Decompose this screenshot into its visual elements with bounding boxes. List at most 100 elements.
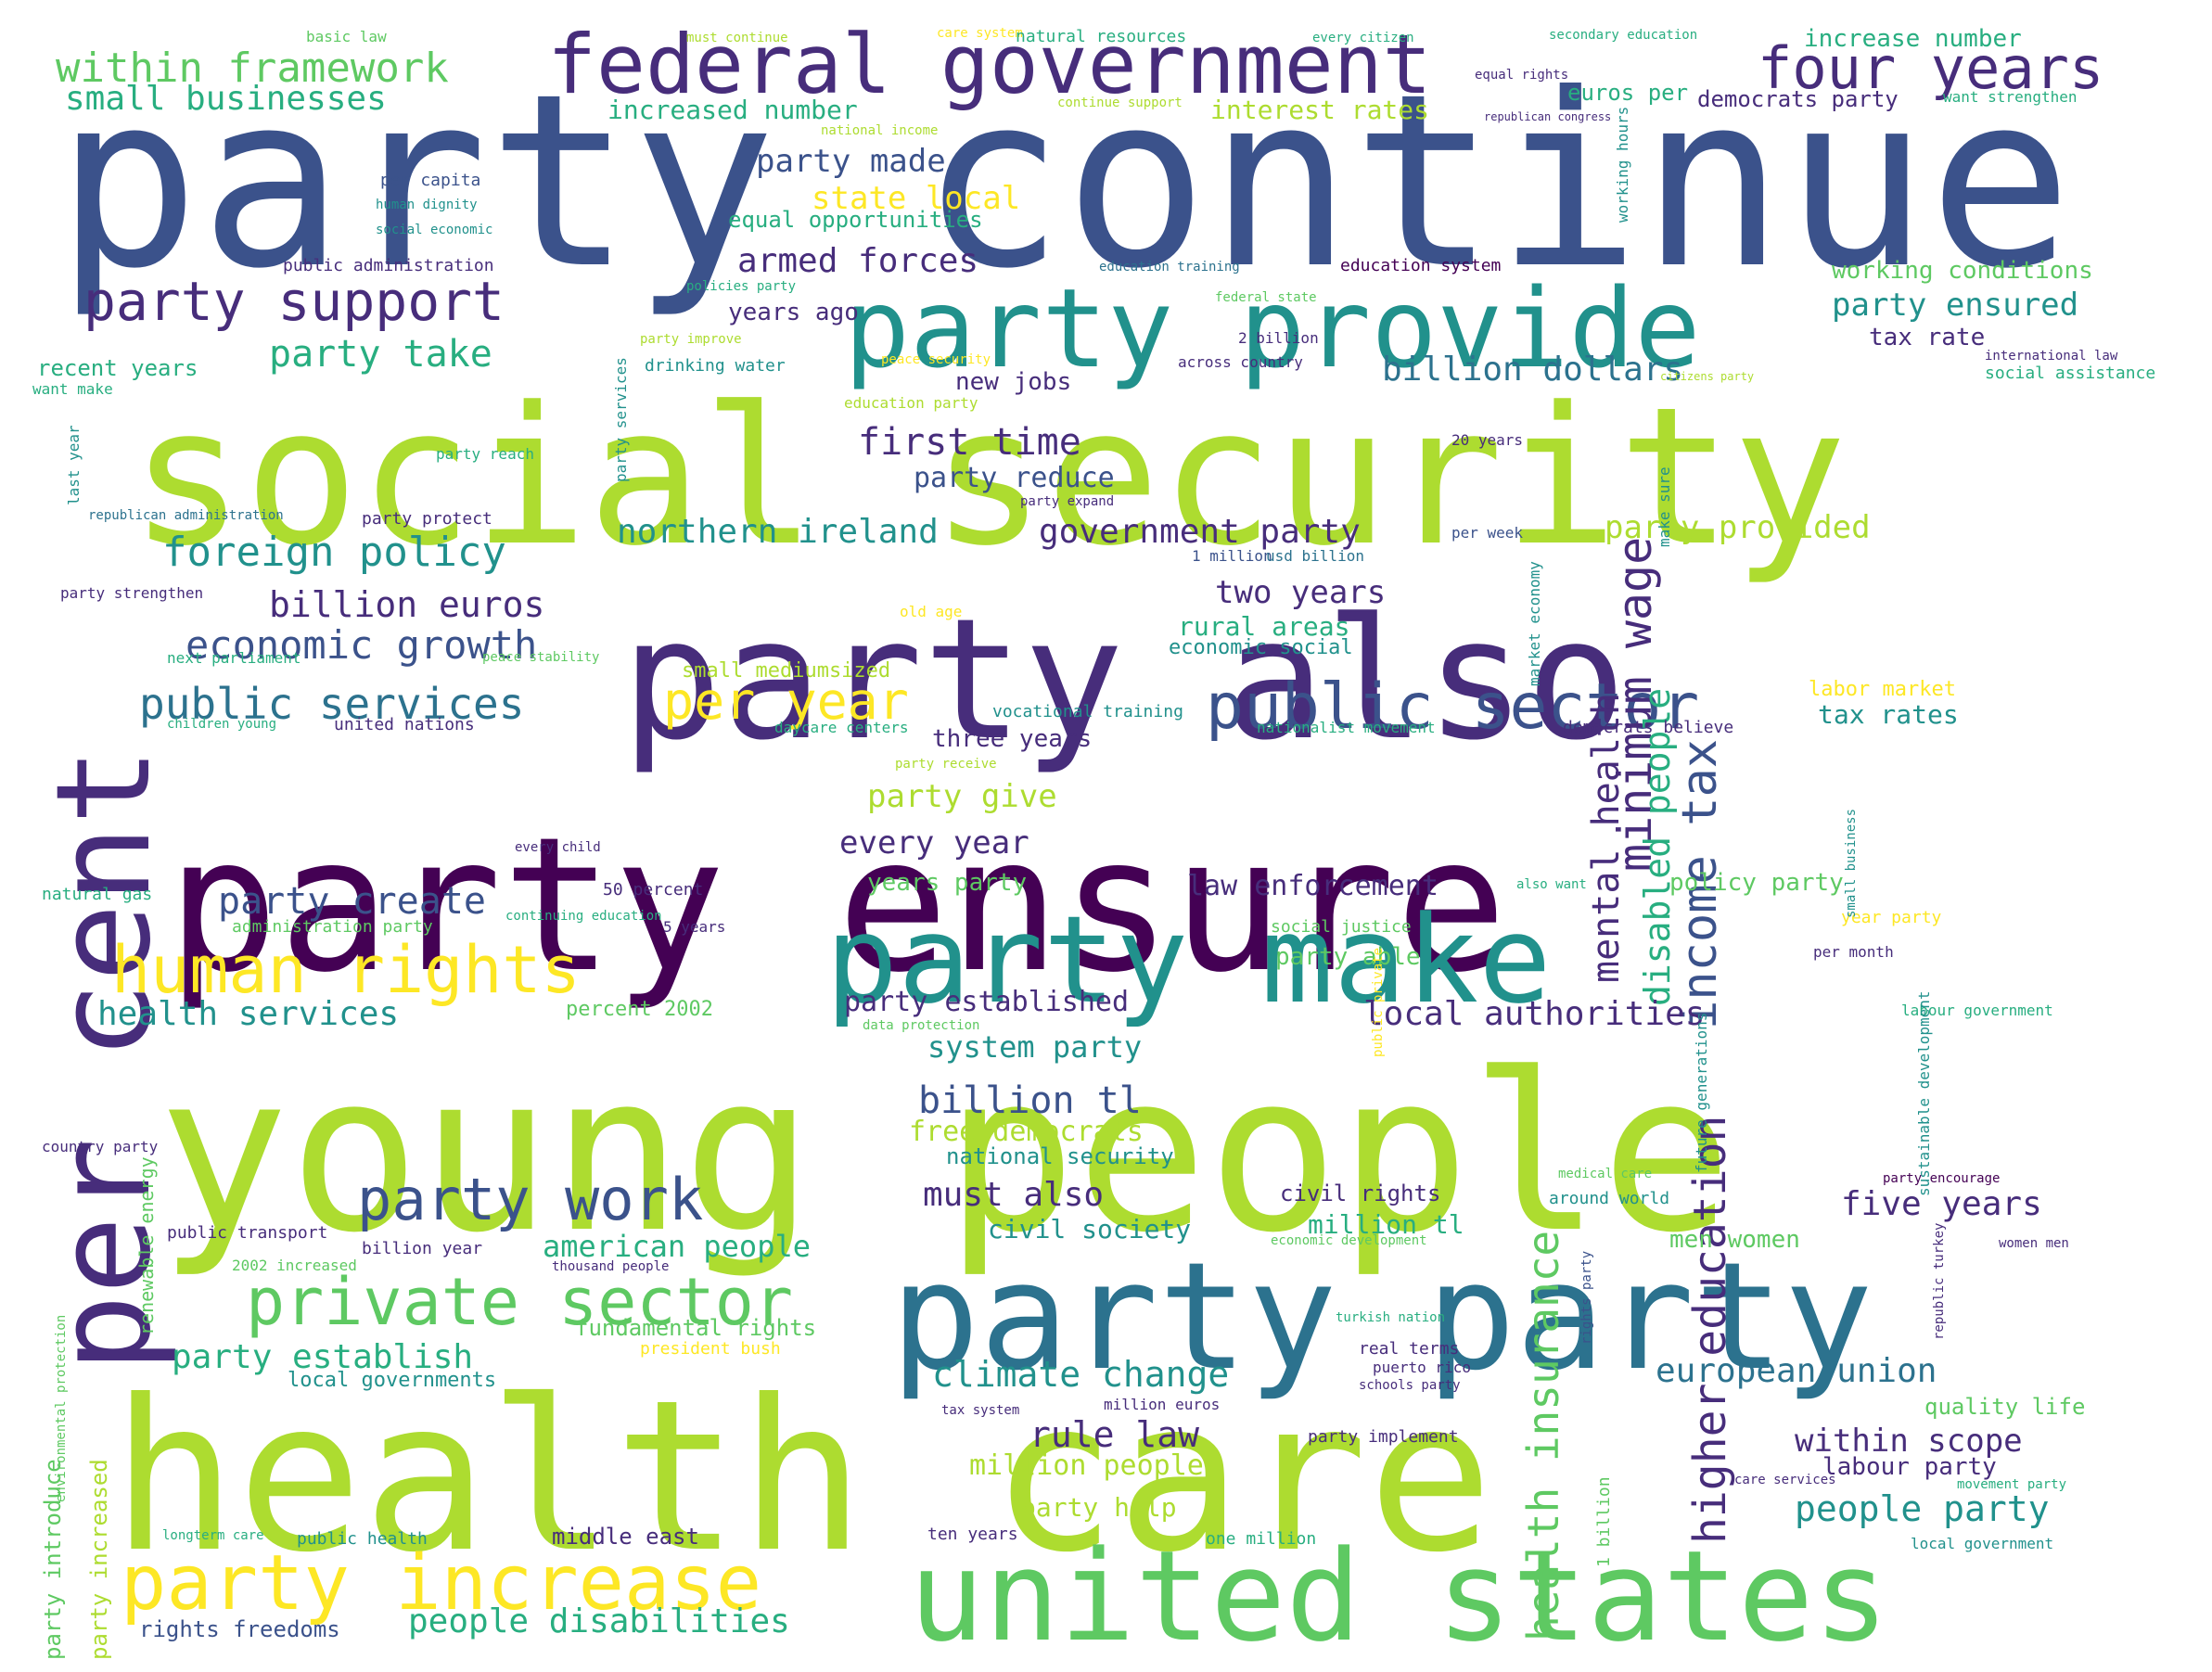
- word-old-age: old age: [900, 603, 962, 620]
- word-fundamental-rights: fundamental rights: [575, 1315, 816, 1341]
- word-women-men: women men: [1999, 1236, 2069, 1251]
- word-united-states: united states: [909, 1524, 1889, 1669]
- word-ten-years: ten years: [927, 1525, 1018, 1544]
- word-civil-society: civil society: [988, 1214, 1191, 1244]
- word-party-strengthen: party strengthen: [60, 584, 203, 602]
- word-people-disabilities: people disabilities: [408, 1602, 790, 1640]
- word-party-improve: party improve: [640, 332, 742, 347]
- word-citizens-party: citizens party: [1660, 370, 1754, 383]
- word-one-million: one million: [1206, 1529, 1316, 1549]
- word-social-assistance: social assistance: [1985, 364, 2155, 383]
- word-equal-rights: equal rights: [1475, 68, 1568, 83]
- word-higher-education: higher education: [1684, 1116, 1736, 1544]
- word-per-cent: per cent: [29, 747, 180, 1372]
- word-secondary-education: secondary education: [1549, 28, 1697, 43]
- word-party-establish: party establish: [172, 1338, 473, 1376]
- word-care-system: care system: [937, 26, 1023, 41]
- word-party-also: party also: [621, 583, 1627, 777]
- word-public-transport: public transport: [167, 1223, 327, 1243]
- word-party-help: party help: [1020, 1492, 1177, 1523]
- word-1-billion: 1 billion: [1594, 1476, 1614, 1567]
- word-euros-per: euros per: [1567, 80, 1688, 106]
- word-democrats-believe: democrats believe: [1563, 718, 1733, 737]
- word-party-make: party make: [825, 889, 1552, 1030]
- word-two-years: two years: [1215, 574, 1386, 611]
- word-want-strengthen: want strengthen: [1943, 88, 2078, 106]
- word-usd-billion: usd billion: [1266, 547, 1364, 565]
- word-social-economic: social economic: [376, 223, 492, 237]
- word-year-party: year party: [1841, 908, 1942, 927]
- word-administration-party: administration party: [232, 917, 433, 937]
- word-labour-party: labour party: [1822, 1453, 1997, 1481]
- word-party-create: party create: [218, 880, 486, 923]
- word-1-million: 1 million: [1192, 547, 1272, 565]
- word-local-authorities: local authorities: [1363, 995, 1705, 1033]
- word-human-dignity: human dignity: [376, 198, 478, 212]
- word-disabled-people: disabled people: [1637, 688, 1678, 1006]
- word-around-world: around world: [1549, 1189, 1669, 1208]
- word-working-hours: working hours: [1614, 107, 1631, 223]
- word-equal-opportunities: equal opportunities: [728, 207, 983, 233]
- word-across-country: across country: [1178, 353, 1303, 371]
- word-environmental-protection: environmental protection: [54, 1315, 69, 1502]
- word-economic-social: economic social: [1169, 636, 1353, 659]
- word-three-years: three years: [932, 725, 1092, 753]
- word-must-also: must also: [923, 1176, 1104, 1214]
- word-party-provided: party provided: [1605, 509, 1871, 546]
- word-want-make: want make: [32, 380, 113, 398]
- word-public-private: public private: [1371, 948, 1386, 1057]
- word-climate-change: climate change: [932, 1354, 1229, 1395]
- word-party-ensured: party ensured: [1832, 287, 2078, 324]
- word-increased-number: increased number: [607, 95, 858, 125]
- word-continuing-education: continuing education: [505, 909, 662, 924]
- word-local-government: local government: [1911, 1535, 2053, 1552]
- word-party-party: party party: [890, 1230, 1873, 1403]
- word-labor-market: labor market: [1809, 678, 1956, 701]
- word-five-years: five years: [1841, 1185, 2042, 1223]
- word-rights-freedoms: rights freedoms: [139, 1616, 340, 1642]
- word-international-law: international law: [1985, 349, 2118, 364]
- word-per-month: per month: [1813, 943, 1894, 961]
- word-party-made: party made: [756, 143, 946, 180]
- word-percent-2002: percent 2002: [566, 998, 713, 1021]
- word-daycare-centers: daycare centers: [774, 719, 909, 736]
- word-four-years: four years: [1758, 34, 2103, 102]
- word-tax-rates: tax rates: [1818, 699, 1959, 730]
- word-middle-east: middle east: [552, 1524, 699, 1550]
- word-federal-state: federal state: [1215, 290, 1317, 305]
- word-per-capita: per capita: [380, 171, 480, 190]
- word-million-tl: million tl: [1308, 1209, 1464, 1240]
- word-education-training: education training: [1099, 260, 1240, 274]
- word-first-time: first time: [858, 421, 1081, 464]
- word-years-party: years party: [867, 869, 1027, 897]
- word-billion-dollars: billion dollars: [1382, 351, 1683, 389]
- word-party-support: party support: [83, 270, 505, 333]
- word-party-able: party able: [1275, 943, 1421, 971]
- word-united-nations: united nations: [334, 715, 475, 734]
- word-must-continue: must continue: [686, 31, 788, 45]
- word-within-scope: within scope: [1795, 1423, 2023, 1460]
- word-nationalist-movement: nationalist movement: [1257, 719, 1436, 736]
- word-state-local: state local: [812, 180, 1020, 217]
- word-party-implement: party implement: [1308, 1427, 1459, 1447]
- word-party-reach: party reach: [436, 445, 534, 463]
- word-million-euros: million euros: [1104, 1396, 1220, 1413]
- word-natural-gas: natural gas: [42, 885, 152, 904]
- word-national-income: national income: [821, 123, 938, 138]
- word-market-economy: market economy: [1526, 561, 1543, 686]
- word-longterm-care: longterm care: [162, 1528, 264, 1543]
- word-real-terms: real terms: [1359, 1339, 1459, 1359]
- word-health-care: health care: [111, 1356, 1493, 1599]
- word-5-years: 5 years: [663, 918, 725, 936]
- word-per-year: per year: [663, 671, 909, 731]
- word-small-businesses: small businesses: [65, 80, 387, 118]
- word-education-system: education system: [1340, 256, 1501, 275]
- word-party-established: party established: [844, 986, 1129, 1018]
- word-tax-system: tax system: [941, 1403, 1019, 1418]
- word-billion-year: billion year: [362, 1239, 482, 1258]
- word-republican-administration: republican administration: [88, 508, 284, 523]
- word-children-young: children young: [167, 717, 276, 732]
- word-party-expand: party expand: [1020, 494, 1114, 509]
